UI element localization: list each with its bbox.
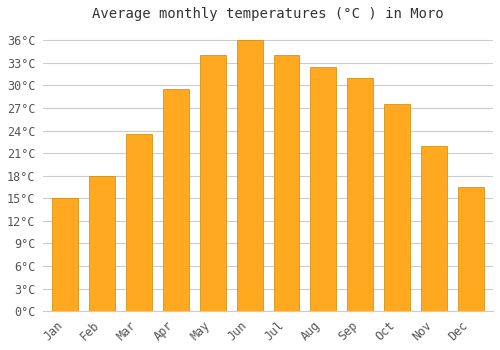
- Bar: [163, 89, 189, 311]
- Bar: [52, 198, 78, 311]
- Bar: [89, 176, 115, 311]
- Title: Average monthly temperatures (°C ) in Moro: Average monthly temperatures (°C ) in Mo…: [92, 7, 444, 21]
- Bar: [348, 78, 373, 311]
- Bar: [310, 66, 336, 311]
- Bar: [236, 40, 262, 311]
- Bar: [200, 55, 226, 311]
- Bar: [421, 146, 447, 311]
- Bar: [126, 134, 152, 311]
- Bar: [274, 55, 299, 311]
- Bar: [458, 187, 484, 311]
- Bar: [384, 104, 410, 311]
